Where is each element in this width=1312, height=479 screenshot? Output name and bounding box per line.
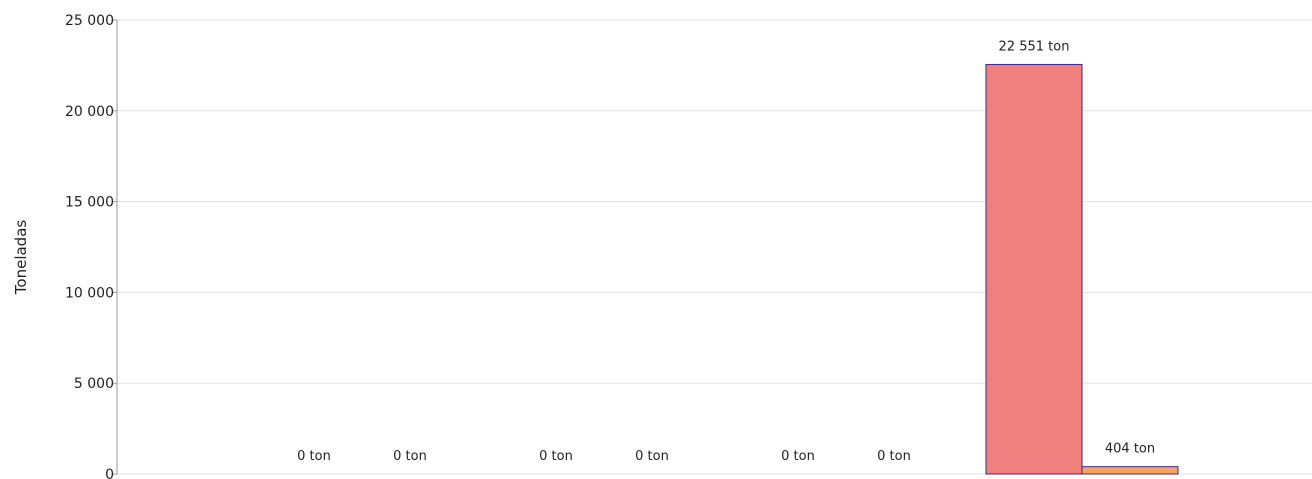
data-label: 0 ton [781, 449, 815, 464]
data-label: 0 ton [877, 449, 911, 464]
bars [985, 63, 1179, 475]
y-tick-label: 10 000 [65, 285, 114, 301]
data-label: 0 ton [539, 449, 573, 464]
data-label: 22 551 ton [999, 39, 1070, 54]
data-label: 0 ton [297, 449, 331, 464]
y-axis-title: Toneladas [12, 220, 30, 296]
gridlines [117, 19, 1312, 475]
data-label: 0 ton [635, 449, 669, 464]
y-tick-label: 0 [105, 467, 114, 479]
data-label: 0 ton [393, 449, 427, 464]
y-axis-ticks: 0 5 000 10 000 15 000 20 000 25 000 [65, 13, 117, 479]
y-tick-label: 25 000 [65, 13, 114, 29]
bar [985, 63, 1083, 475]
y-tick-label: 5 000 [74, 376, 114, 392]
bar [1081, 466, 1179, 475]
y-tick-label: 15 000 [65, 195, 114, 211]
data-label: 404 ton [1105, 442, 1155, 457]
data-labels: 0 ton 0 ton 0 ton 22 551 ton 0 ton 0 ton 0 ton… [297, 39, 1155, 464]
y-tick-label: 20 000 [65, 104, 114, 120]
